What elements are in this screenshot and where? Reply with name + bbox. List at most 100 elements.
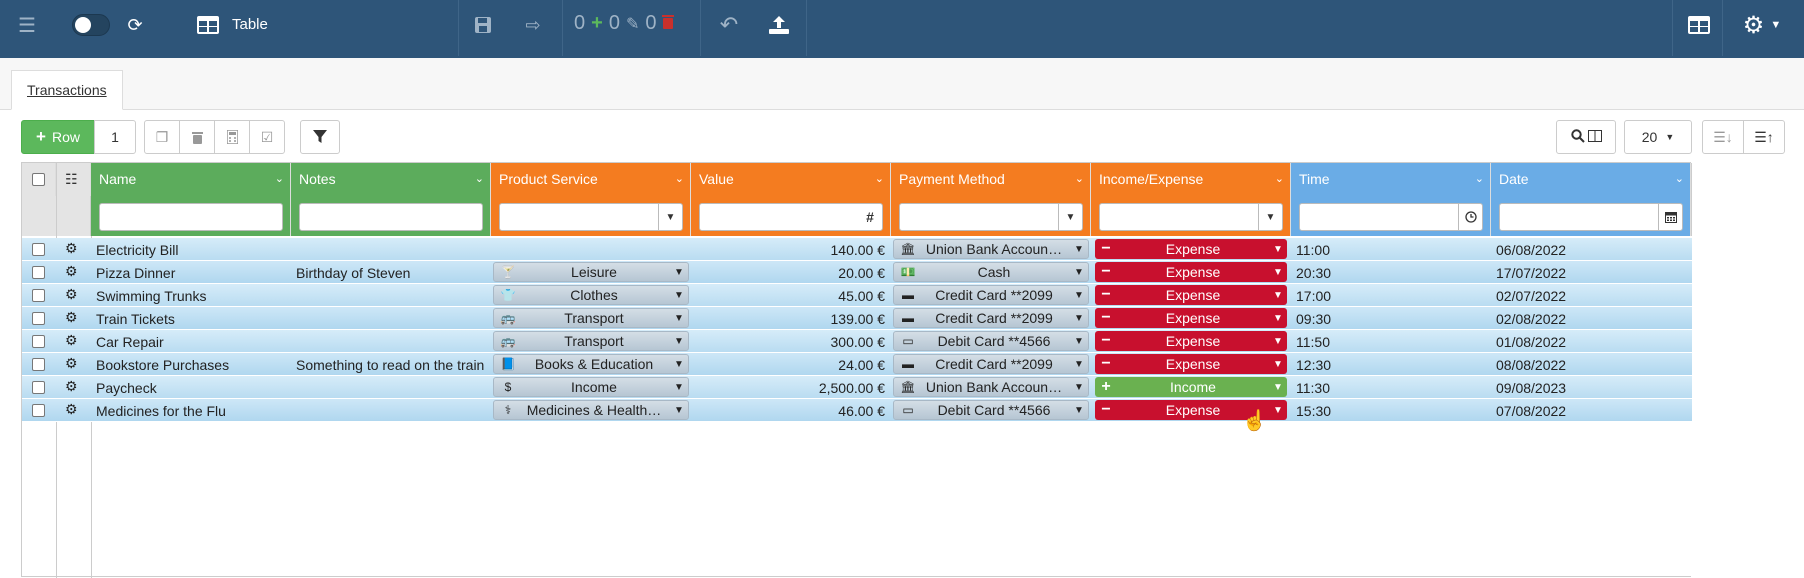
search-columns-button[interactable] bbox=[1556, 120, 1616, 154]
gear-icon[interactable]: ⚙ bbox=[65, 263, 78, 279]
chevron-down-icon[interactable]: ⌄ bbox=[1074, 173, 1084, 185]
gear-icon[interactable]: ⚙ bbox=[65, 240, 78, 256]
column-header-name[interactable]: Name ⌄ bbox=[91, 163, 291, 196]
payment-select[interactable]: ▬ Credit Card **2099 ▼ bbox=[893, 354, 1089, 374]
chevron-down-icon[interactable]: ⌄ bbox=[474, 173, 484, 185]
income-expense-select[interactable]: − Expense ▼ bbox=[1095, 262, 1287, 282]
row-checkbox[interactable] bbox=[32, 266, 45, 279]
payment-select[interactable]: 💵 Cash ▼ bbox=[893, 262, 1089, 282]
filter-input-notes[interactable] bbox=[299, 203, 483, 231]
calendar-icon[interactable] bbox=[1658, 204, 1682, 230]
table-row[interactable]: ⚙ Paycheck $ Income ▼ 2,500.00 € 🏛 Union Bank A… bbox=[22, 376, 1692, 399]
delete-icon[interactable] bbox=[179, 120, 215, 154]
filter-input-value[interactable]: # bbox=[699, 203, 883, 231]
list-icon[interactable]: ☷ bbox=[56, 163, 91, 196]
gear-icon[interactable]: ⚙ bbox=[65, 355, 78, 371]
table-view-icon[interactable] bbox=[196, 0, 220, 50]
caret-down-icon[interactable]: ▼ bbox=[1258, 204, 1282, 230]
product-select[interactable]: 🚌 Transport ▼ bbox=[493, 308, 689, 328]
table-row[interactable]: ⚙ Pizza Dinner Birthday of Steven 🍸 Leisure ▼… bbox=[22, 261, 1692, 284]
table-row[interactable]: ⚙ Car Repair 🚌 Transport ▼ 300.00 € ▭ Debit Car… bbox=[22, 330, 1692, 353]
payment-select[interactable]: ▬ Credit Card **2099 ▼ bbox=[893, 308, 1089, 328]
chevron-down-icon[interactable]: ⌄ bbox=[274, 173, 284, 185]
payment-select[interactable]: ▬ Credit Card **2099 ▼ bbox=[893, 285, 1089, 305]
income-expense-select[interactable]: + Income ▼ bbox=[1095, 377, 1287, 397]
column-header-value[interactable]: Value ⌄ bbox=[691, 163, 891, 196]
upload-icon[interactable] bbox=[764, 0, 794, 50]
gear-icon[interactable]: ⚙ bbox=[65, 286, 78, 302]
column-header-date[interactable]: Date ⌄ bbox=[1491, 163, 1691, 196]
chevron-down-icon[interactable]: ⌄ bbox=[1474, 173, 1484, 185]
product-select[interactable]: 🚌 Transport ▼ bbox=[493, 331, 689, 351]
settings-gear-icon[interactable]: ⚙ ▼ bbox=[1742, 11, 1782, 39]
row-checkbox[interactable] bbox=[32, 243, 45, 256]
page-size-select[interactable]: 20 ▼ bbox=[1624, 120, 1692, 154]
row-checkbox[interactable] bbox=[32, 335, 45, 348]
chevron-down-icon[interactable]: ⌄ bbox=[1674, 173, 1684, 185]
product-select[interactable]: 👕 Clothes ▼ bbox=[493, 285, 689, 305]
calculator-icon[interactable] bbox=[214, 120, 250, 154]
payment-select[interactable]: 🏛 Union Bank Accoun… ▼ bbox=[893, 239, 1089, 259]
undo-icon[interactable]: ↶ bbox=[719, 12, 739, 37]
product-select[interactable]: $ Income ▼ bbox=[493, 377, 689, 397]
row-checkbox[interactable] bbox=[32, 358, 45, 371]
income-expense-select[interactable]: − Expense ▼ bbox=[1095, 308, 1287, 328]
filter-input-product[interactable]: ▼ bbox=[499, 203, 683, 231]
gear-icon[interactable]: ⚙ bbox=[65, 332, 78, 348]
exit-icon[interactable]: ⇨ bbox=[525, 14, 541, 35]
sort-descending-icon[interactable]: ☰↓ bbox=[1702, 120, 1744, 154]
table-row[interactable]: ⚙ Medicines for the Flu ⚕ Medicines & Healt… bbox=[22, 399, 1692, 422]
filter-icon[interactable] bbox=[300, 120, 340, 154]
payment-select[interactable]: 🏛 Union Bank Accoun… ▼ bbox=[893, 377, 1089, 397]
filter-input-ie[interactable]: ▼ bbox=[1099, 203, 1283, 231]
column-header-ie[interactable]: Income/Expense ⌄ bbox=[1091, 163, 1291, 196]
add-row-button[interactable]: + Row bbox=[21, 120, 95, 154]
mode-toggle[interactable] bbox=[72, 14, 110, 36]
table-row[interactable]: ⚙ Swimming Trunks 👕 Clothes ▼ 45.00 € ▬ Credit … bbox=[22, 284, 1692, 307]
gear-icon[interactable]: ⚙ bbox=[65, 378, 78, 394]
copy-icon[interactable]: ❐ bbox=[144, 120, 180, 154]
row-checkbox[interactable] bbox=[32, 312, 45, 325]
product-select[interactable]: 🍸 Leisure ▼ bbox=[493, 262, 689, 282]
chevron-down-icon[interactable]: ⌄ bbox=[874, 173, 884, 185]
gear-icon[interactable]: ⚙ bbox=[65, 401, 78, 417]
save-icon[interactable] bbox=[470, 0, 496, 50]
row-checkbox[interactable] bbox=[32, 289, 45, 302]
tab-transactions[interactable]: Transactions bbox=[11, 70, 123, 110]
filter-input-name[interactable] bbox=[99, 203, 283, 231]
table-row[interactable]: ⚙ Train Tickets 🚌 Transport ▼ 139.00 € ▬ Credit… bbox=[22, 307, 1692, 330]
income-expense-select[interactable]: − Expense ▼ bbox=[1095, 331, 1287, 351]
column-header-notes[interactable]: Notes ⌄ bbox=[291, 163, 491, 196]
column-header-time[interactable]: Time ⌄ bbox=[1291, 163, 1491, 196]
income-expense-select[interactable]: − Expense ▼ bbox=[1095, 285, 1287, 305]
filter-input-time[interactable] bbox=[1299, 203, 1483, 231]
payment-select[interactable]: ▭ Debit Card **4566 ▼ bbox=[893, 331, 1089, 351]
gear-icon[interactable]: ⚙ bbox=[65, 309, 78, 325]
chevron-down-icon[interactable]: ⌄ bbox=[674, 173, 684, 185]
column-header-payment[interactable]: Payment Method ⌄ bbox=[891, 163, 1091, 196]
filter-input-payment[interactable]: ▼ bbox=[899, 203, 1083, 231]
caret-down-icon[interactable]: ▼ bbox=[658, 204, 682, 230]
caret-down-icon[interactable]: ▼ bbox=[1058, 204, 1082, 230]
layout-icon[interactable] bbox=[1684, 0, 1714, 50]
income-expense-select[interactable]: − Expense ▼ bbox=[1095, 354, 1287, 374]
filter-input-date[interactable] bbox=[1499, 203, 1683, 231]
payment-select[interactable]: ▭ Debit Card **4566 ▼ bbox=[893, 400, 1089, 420]
menu-icon[interactable]: ☰ bbox=[18, 14, 36, 37]
income-expense-select[interactable]: − Expense ▼ bbox=[1095, 400, 1287, 420]
product-select[interactable]: 📘 Books & Education ▼ bbox=[493, 354, 689, 374]
column-header-product[interactable]: Product Service ⌄ bbox=[491, 163, 691, 196]
sort-ascending-icon[interactable]: ☰↑ bbox=[1743, 120, 1785, 154]
table-row[interactable]: ⚙ Bookstore Purchases Something to read on… bbox=[22, 353, 1692, 376]
checkbox-icon[interactable]: ☑ bbox=[249, 120, 285, 154]
table-row[interactable]: ⚙ Electricity Bill 140.00 € 🏛 Union Bank Acc… bbox=[22, 238, 1692, 261]
chevron-down-icon[interactable]: ⌄ bbox=[1274, 173, 1284, 185]
refresh-icon[interactable]: ⟳ bbox=[127, 14, 143, 35]
select-all-checkbox[interactable] bbox=[32, 173, 45, 186]
income-expense-select[interactable]: − Expense ▼ bbox=[1095, 239, 1287, 259]
row-checkbox[interactable] bbox=[32, 381, 45, 394]
row-count-input[interactable]: 1 bbox=[94, 120, 136, 154]
row-checkbox[interactable] bbox=[32, 404, 45, 417]
product-select[interactable]: ⚕ Medicines & Health… ▼ bbox=[493, 400, 689, 420]
clock-icon[interactable] bbox=[1458, 204, 1482, 230]
